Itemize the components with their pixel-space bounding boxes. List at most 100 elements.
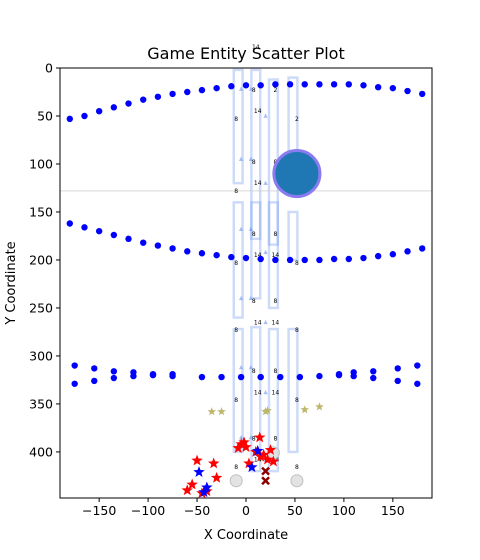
marker-triangle [248,364,254,370]
x-axis: −150 −100 −50 0 50 100 150 [82,498,405,518]
cell-label: 14 [254,180,262,187]
track-point [169,245,176,252]
track-point [316,81,323,88]
red-star-marker [210,471,223,483]
marker-triangle [248,435,254,440]
y-tick-label: 400 [29,444,53,459]
y-tick-label: 150 [29,204,53,219]
panel-column [232,68,244,185]
track-point [237,373,245,381]
olive-star-marker [207,407,217,416]
marker-triangle [238,435,244,440]
red-star-marker [243,457,255,469]
track-point [286,256,294,264]
track-point [154,93,162,100]
olive-star-marker [300,405,310,414]
red-star-marker [257,448,270,460]
cell-label: 8 [252,298,256,305]
x-tick-label: −150 [82,503,116,518]
cell-label: 8 [234,464,238,471]
track-point [257,373,264,381]
cell-label: 14 [254,252,262,259]
cell-label: 8 [234,397,238,404]
marker-triangle [238,295,244,301]
cell-label: 8 [252,368,256,375]
track-point [301,81,308,88]
track-point [95,227,103,235]
cell-label: 8 [234,327,238,334]
red-star-marker [232,442,244,453]
cross-marker [261,466,270,476]
track-point [257,82,264,89]
marker-triangle [263,180,268,185]
track-point [110,104,118,111]
panel-column [232,201,244,319]
track-point [301,256,308,264]
track-point [169,90,176,98]
track-point [140,239,147,246]
grey-marker [229,474,243,488]
y-tick-label: 350 [29,396,53,411]
cell-label: 8 [252,435,256,442]
olive-star-marker [217,407,226,416]
plot-area: 1482148288148288141488881414888814148888… [59,44,433,499]
cell-label: 8 [252,87,256,94]
red-star-marker [181,484,193,496]
track-point [125,100,132,107]
cell-label: 14 [272,252,280,259]
y-tick-label: 250 [29,300,53,315]
panel-column [287,210,299,262]
marker-triangle [248,156,254,161]
blue-star-marker [201,481,213,493]
red-star-marker [254,450,267,462]
cell-label: 8 [295,397,299,404]
cell-label: 8 [234,116,238,123]
red-star-marker [254,431,266,443]
panel-column [267,327,280,473]
cell-label: 8 [295,260,299,267]
track-point [414,380,421,387]
track-point [81,224,88,231]
cell-label: 8 [273,368,277,375]
track-point [95,107,103,115]
track-point [71,380,78,387]
x-tick-label: −50 [184,503,210,518]
cell-label: 8 [252,231,256,238]
track-point [316,256,323,264]
track-point [169,372,176,380]
track-point [91,365,98,372]
track-point [154,242,162,249]
blue-star-marker [246,461,258,473]
red-star-marker [191,454,203,466]
track-point [140,96,147,103]
cell-label: 8 [273,298,277,305]
track-point [66,115,73,123]
track-point [198,250,206,257]
red-star-marker [261,453,274,465]
panel-column [287,327,299,454]
cell-label: 8 [252,159,256,166]
y-axis: 0 50 100 150 200 250 300 350 400 [29,61,60,459]
track-point [345,255,352,263]
track-point [272,256,279,264]
red-star-marker [235,438,247,450]
big-circle-marker [272,149,322,199]
track-point [184,248,191,255]
cell-label: 2 [273,87,277,94]
blue-star-marker [252,444,264,456]
x-axis-title: X Coordinate [204,528,288,543]
track-point [414,362,421,369]
track-point [242,254,250,262]
marker-triangle [248,226,254,232]
y-tick-label: 0 [45,61,53,76]
track-point [330,255,338,263]
y-tick-label: 300 [29,348,53,363]
track-point [335,370,343,378]
x-tick-label: 100 [332,503,356,518]
chart-title: Game Entity Scatter Plot [147,44,344,63]
track-point [374,252,382,260]
x-tick-label: −100 [131,503,165,518]
track-point [404,87,411,95]
track-point [272,81,279,88]
